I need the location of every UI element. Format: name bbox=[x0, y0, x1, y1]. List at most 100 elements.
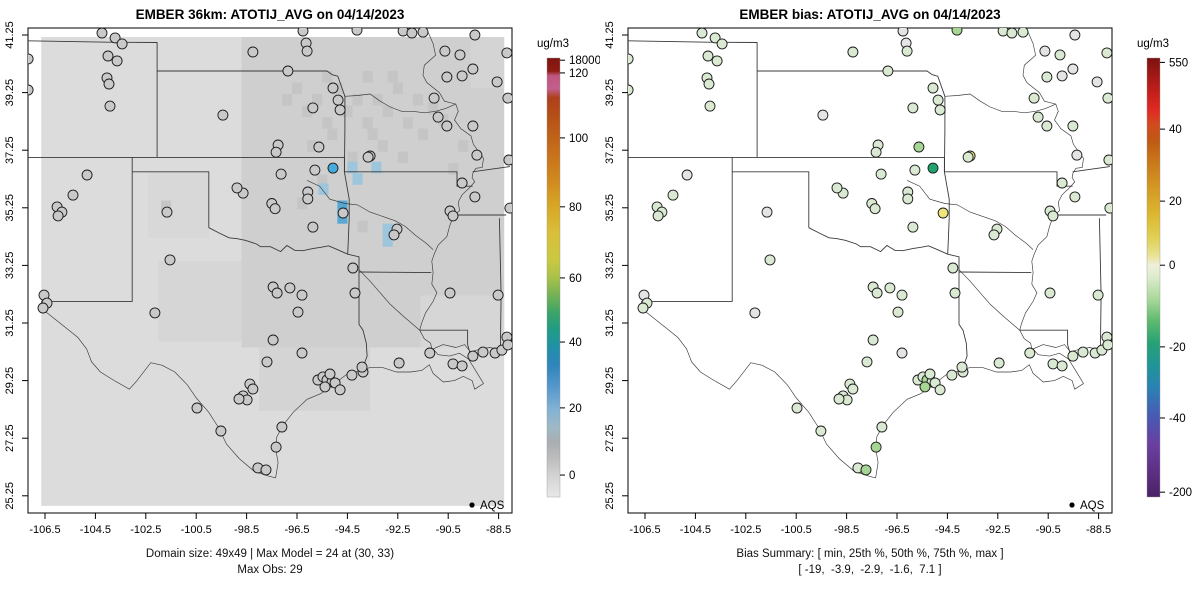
river-line bbox=[958, 269, 1020, 331]
state-border bbox=[808, 227, 948, 255]
station-point bbox=[347, 262, 359, 274]
station-point bbox=[332, 94, 344, 106]
river-line bbox=[306, 180, 434, 250]
raster-cell bbox=[337, 200, 348, 213]
station-point bbox=[1091, 76, 1103, 88]
y-tick-label: 41.25 bbox=[4, 21, 16, 49]
raster-cell bbox=[357, 220, 368, 233]
raster-cell bbox=[367, 128, 378, 141]
station-point bbox=[913, 141, 925, 153]
station-point bbox=[37, 302, 49, 314]
x-tick-label: -96.5 bbox=[284, 524, 309, 536]
colorbar-tick-label: 60 bbox=[569, 273, 582, 285]
station-point bbox=[444, 287, 456, 299]
station-point bbox=[81, 169, 93, 181]
aqs-legend-label: AQS bbox=[1080, 500, 1105, 512]
model-footer-2: Max Obs: 29 bbox=[237, 564, 303, 576]
station-point bbox=[432, 111, 444, 123]
station-point bbox=[393, 357, 405, 369]
station-point bbox=[233, 393, 245, 405]
station-point bbox=[270, 441, 282, 453]
station-point bbox=[275, 168, 287, 180]
station-point bbox=[871, 287, 883, 299]
state-border bbox=[157, 70, 346, 97]
station-point bbox=[456, 70, 468, 82]
axes: -106.5 -104.5 -102.5 -100.5 -98.5 -96.5 -94.5 -… bbox=[604, 21, 1111, 536]
station-point bbox=[907, 102, 919, 114]
station-point bbox=[297, 28, 309, 37]
state-border bbox=[943, 157, 950, 255]
station-point bbox=[1067, 63, 1079, 75]
station-point bbox=[454, 49, 466, 61]
station-point bbox=[292, 306, 304, 318]
y-tick-label: 31.25 bbox=[604, 309, 616, 337]
station-point bbox=[962, 151, 974, 163]
river-line bbox=[906, 180, 1034, 250]
station-point bbox=[833, 393, 845, 405]
y-tick-label: 33.25 bbox=[604, 252, 616, 280]
colorbar-tick-label: 18000 bbox=[569, 55, 600, 67]
colorbar-tick-label: 0 bbox=[1169, 260, 1175, 272]
raster-cell bbox=[352, 94, 363, 106]
river-line bbox=[944, 93, 1056, 114]
station-point bbox=[919, 381, 931, 393]
colorbar-tick-label: 0 bbox=[569, 470, 575, 482]
station-point bbox=[503, 154, 512, 166]
x-tick-label: -102.5 bbox=[130, 524, 161, 536]
station-point bbox=[247, 46, 259, 58]
station-point bbox=[791, 402, 803, 414]
raster-cell bbox=[160, 200, 172, 213]
raster-cell bbox=[342, 105, 353, 118]
station-point bbox=[1041, 120, 1053, 132]
station-point bbox=[1047, 210, 1059, 222]
raster-cell bbox=[387, 70, 398, 83]
station-point bbox=[1044, 287, 1056, 299]
model-title: EMBER 36km: ATOTIJ_AVG on 04/14/2023 bbox=[135, 7, 405, 22]
station-point bbox=[956, 361, 968, 373]
raster-cell bbox=[397, 151, 408, 164]
x-tick-label: -104.5 bbox=[680, 524, 711, 536]
station-point bbox=[334, 384, 346, 396]
x-tick-label: -96.5 bbox=[884, 524, 909, 536]
station-point bbox=[749, 307, 761, 319]
station-point bbox=[301, 45, 313, 57]
raster-cell bbox=[347, 161, 358, 174]
x-tick-label: -106.5 bbox=[29, 524, 60, 536]
station-point bbox=[1067, 120, 1079, 132]
station-point bbox=[1041, 71, 1053, 83]
station-point bbox=[882, 65, 894, 77]
state-border bbox=[947, 253, 968, 367]
station-point bbox=[1056, 70, 1068, 82]
station-point bbox=[637, 302, 649, 314]
station-point bbox=[441, 120, 453, 132]
station-point bbox=[932, 94, 944, 106]
station-point bbox=[149, 307, 161, 319]
bias-panel: -106.5 -104.5 -102.5 -100.5 -98.5 -96.5 -94.5 -… bbox=[600, 0, 1200, 600]
station-point bbox=[1054, 49, 1066, 61]
raster-cell bbox=[281, 94, 293, 106]
x-tick-label: -98.5 bbox=[834, 524, 859, 536]
map-layer bbox=[28, 28, 512, 506]
station-point bbox=[702, 50, 714, 62]
station-point bbox=[491, 76, 503, 88]
station-point bbox=[934, 384, 946, 396]
state-border bbox=[1072, 166, 1110, 173]
station-point bbox=[327, 162, 339, 174]
bias-footer-1: Bias Summary: [ min, 25th %, 50th %, 75t… bbox=[736, 548, 1004, 560]
station-point bbox=[867, 334, 879, 346]
raster-cell bbox=[297, 197, 308, 210]
aqs-legend-dot bbox=[469, 502, 475, 508]
y-tick-label: 29.25 bbox=[604, 367, 616, 395]
y-tick-label: 41.25 bbox=[604, 21, 616, 49]
station-point bbox=[1056, 177, 1068, 189]
station-point bbox=[1104, 202, 1112, 214]
station-point bbox=[1056, 360, 1068, 372]
station-point bbox=[307, 102, 319, 114]
state-border bbox=[419, 329, 471, 354]
raster-cell bbox=[458, 140, 469, 152]
state-border bbox=[343, 157, 350, 255]
station-point bbox=[1028, 92, 1040, 104]
station-point bbox=[362, 151, 374, 163]
raster-cell bbox=[302, 105, 313, 118]
raster-cell bbox=[382, 235, 393, 247]
